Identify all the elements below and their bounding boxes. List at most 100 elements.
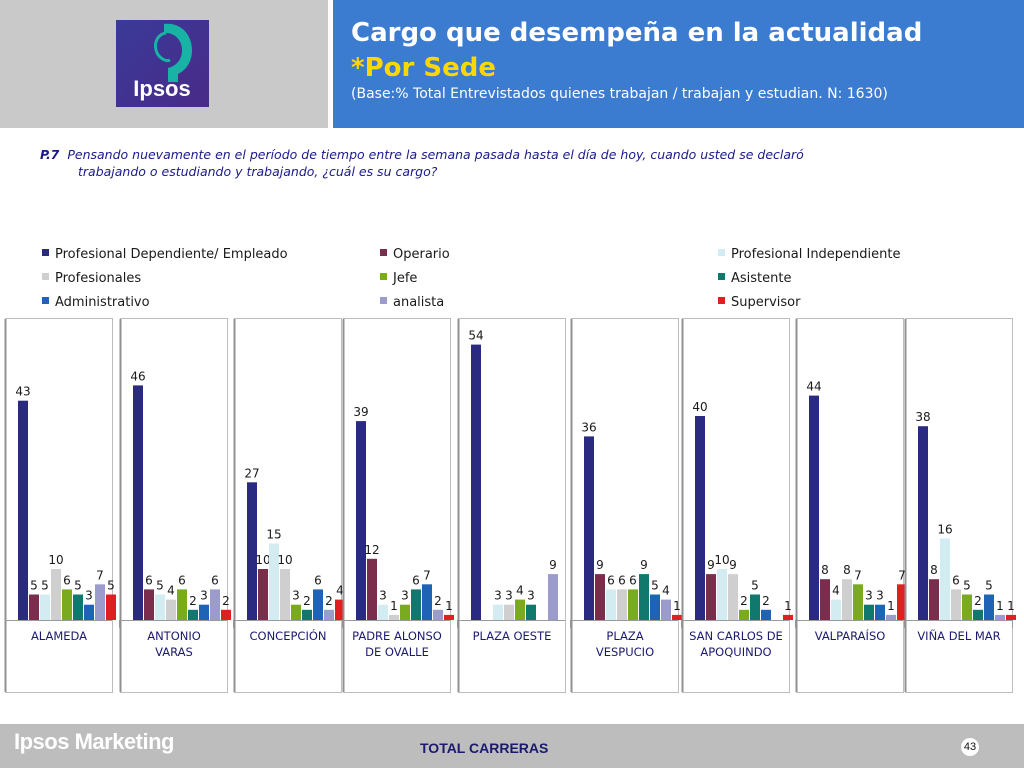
- data-label: 3: [527, 589, 535, 603]
- data-label: 27: [244, 466, 259, 480]
- bar: [199, 604, 209, 620]
- bar: [672, 614, 682, 620]
- data-label: 36: [581, 420, 596, 434]
- data-label: 4: [832, 584, 840, 598]
- bar: [526, 604, 536, 620]
- bar: [84, 604, 94, 620]
- question-line-2: trabajando o estudiando y trabajando, ¿c…: [78, 164, 438, 179]
- page-title: Cargo que desempeña en la actualidad: [351, 18, 923, 48]
- data-label: 44: [806, 380, 821, 394]
- data-label: 9: [596, 558, 604, 572]
- bar: [155, 594, 165, 620]
- bar: [864, 604, 874, 620]
- data-label: 3: [876, 589, 884, 603]
- legend-label: analista: [393, 295, 445, 310]
- category-label: DE OVALLE: [365, 645, 429, 659]
- legend-swatch: [42, 249, 49, 256]
- bar: [144, 589, 154, 620]
- bar: [247, 482, 257, 620]
- data-label: 5: [107, 579, 115, 593]
- data-label: 7: [898, 568, 906, 582]
- bar: [984, 594, 994, 620]
- bar: [280, 569, 290, 620]
- bar: [853, 584, 863, 620]
- footer-total-label: TOTAL CARRERAS: [420, 740, 549, 756]
- bar: [324, 609, 334, 620]
- data-label: 2: [189, 594, 197, 608]
- bar: [504, 604, 514, 620]
- bar: [188, 609, 198, 620]
- bar: [584, 436, 594, 620]
- bar: [411, 589, 421, 620]
- bar: [595, 574, 605, 620]
- data-label: 6: [63, 573, 71, 587]
- header-right-panel: [333, 0, 1024, 128]
- question-line-1: Pensando nuevamente en el período de tie…: [67, 147, 804, 162]
- chart-area: 43 5 5 10 6 5 3 7 5 ALAMEDA 46 6 5 4 6 2 3 6 2 ANTONIO VARAS…: [0, 314, 1024, 700]
- legend-item: Profesional Independiente: [718, 247, 901, 267]
- category-label: ANTONIO: [147, 629, 201, 643]
- bar: [628, 589, 638, 620]
- bar: [706, 574, 716, 620]
- bar: [166, 599, 176, 620]
- data-label: 2: [303, 594, 311, 608]
- bar: [639, 574, 649, 620]
- data-label: 4: [167, 584, 175, 598]
- bar: [728, 574, 738, 620]
- legend-label: Profesionales: [55, 271, 142, 286]
- data-label: 6: [618, 573, 626, 587]
- bar: [378, 604, 388, 620]
- bar: [918, 426, 928, 620]
- logo-text: Ipsos: [133, 76, 190, 101]
- bar: [617, 589, 627, 620]
- data-label: 3: [379, 589, 387, 603]
- legend-swatch: [380, 297, 387, 304]
- data-label: 46: [130, 369, 145, 383]
- bar: [40, 594, 50, 620]
- data-label: 3: [494, 589, 502, 603]
- legend-label: Operario: [393, 247, 450, 262]
- data-label: 7: [854, 568, 862, 582]
- legend-swatch: [718, 297, 725, 304]
- bar: [1006, 614, 1016, 620]
- bar: [548, 574, 558, 620]
- data-label: 5: [651, 579, 659, 593]
- data-label: 1: [784, 599, 792, 613]
- data-label: 40: [692, 400, 707, 414]
- bar: [739, 609, 749, 620]
- bar: [761, 609, 771, 620]
- legend-swatch: [380, 249, 387, 256]
- data-label: 9: [640, 558, 648, 572]
- data-label: 3: [505, 589, 513, 603]
- bar: [210, 589, 220, 620]
- legend-swatch: [718, 273, 725, 280]
- bar: [471, 344, 481, 620]
- slide-footer: Ipsos Marketing TOTAL CARRERAS 43: [0, 724, 1024, 768]
- category-label: PADRE ALONSO: [352, 629, 442, 643]
- legend-item: analista: [380, 295, 444, 315]
- chart-legend: Profesional Dependiente/ Empleado Operari…: [0, 244, 1024, 314]
- data-label: 7: [423, 568, 431, 582]
- data-label: 6: [178, 573, 186, 587]
- bar: [422, 584, 432, 620]
- legend-label: Jefe: [393, 271, 418, 286]
- bar: [258, 569, 268, 620]
- data-label: 6: [211, 573, 219, 587]
- bar: [897, 584, 907, 620]
- data-label: 3: [865, 589, 873, 603]
- legend-item: Jefe: [380, 271, 417, 291]
- data-label: 6: [952, 573, 960, 587]
- legend-swatch: [42, 297, 49, 304]
- data-label: 10: [48, 553, 63, 567]
- data-label: 9: [729, 558, 737, 572]
- data-label: 39: [353, 405, 368, 419]
- data-label: 2: [740, 594, 748, 608]
- bar: [177, 589, 187, 620]
- bar: [73, 594, 83, 620]
- bar: [106, 594, 116, 620]
- bar: [493, 604, 503, 620]
- data-label: 3: [401, 589, 409, 603]
- bar: [515, 599, 525, 620]
- page-subtitle: *Por Sede: [351, 53, 496, 83]
- legend-item: Asistente: [718, 271, 791, 291]
